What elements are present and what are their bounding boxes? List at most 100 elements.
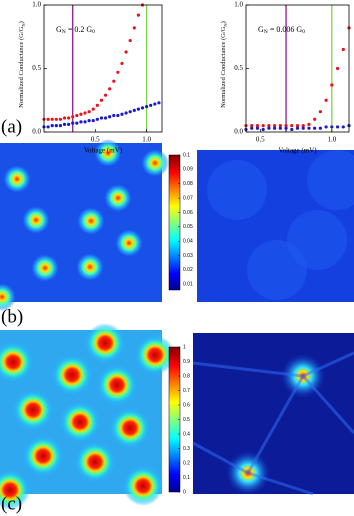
colorbar-tick-label: 0.2 xyxy=(183,460,190,466)
point xyxy=(295,124,300,128)
subscript: N xyxy=(21,23,26,27)
text: ) xyxy=(18,21,25,23)
point xyxy=(284,126,288,130)
spot xyxy=(0,470,30,510)
colorbar-tick-label: 0.6 xyxy=(183,402,190,408)
subscript: N xyxy=(264,29,268,35)
colorbar xyxy=(168,154,181,291)
point xyxy=(75,113,79,118)
colorbar-tick-label: 0 xyxy=(183,489,186,495)
point xyxy=(301,124,305,128)
point xyxy=(116,113,120,118)
point xyxy=(273,126,277,130)
colorbar-tick-label: 0.5 xyxy=(183,417,190,423)
point xyxy=(341,125,345,129)
spot xyxy=(77,207,105,235)
point xyxy=(95,117,99,121)
y-tick-label: 0.5 xyxy=(234,64,243,72)
colorbar-tick-label: 0.02 xyxy=(183,267,193,273)
subscript: N xyxy=(62,29,66,35)
spot xyxy=(22,206,50,234)
point xyxy=(83,120,87,124)
colorbar-tick-label: 0.9 xyxy=(183,359,190,365)
point xyxy=(278,126,282,130)
colorbar-tick-label: 0.09 xyxy=(183,167,193,173)
point xyxy=(112,113,116,118)
point xyxy=(261,124,265,128)
point xyxy=(136,107,140,111)
y-tick-label: 0.5 xyxy=(32,64,41,72)
point xyxy=(58,124,63,128)
subscript: 0 xyxy=(92,29,95,35)
spot xyxy=(75,442,115,482)
ridge xyxy=(192,441,249,475)
x-axis-label: Voltage (mV) xyxy=(84,147,123,155)
point xyxy=(46,117,50,121)
panel-label: (c) xyxy=(1,493,22,514)
y-tick-label: 1.0 xyxy=(32,1,41,9)
point xyxy=(255,124,260,128)
colorbar-tick-label: 0.8 xyxy=(183,373,190,379)
point xyxy=(79,120,83,124)
haze xyxy=(307,150,354,210)
colorbar-tick-label: 0.04 xyxy=(183,238,193,244)
point xyxy=(301,126,305,130)
point xyxy=(62,116,67,120)
point xyxy=(79,112,83,116)
colorbar-tick-label: 0.1 xyxy=(183,475,190,481)
heatmap xyxy=(193,333,354,494)
point xyxy=(54,124,58,128)
y-tick-label: 1.0 xyxy=(234,1,243,9)
ridge xyxy=(247,471,314,496)
text: G xyxy=(56,25,62,34)
point xyxy=(335,66,340,71)
point xyxy=(95,103,99,107)
ridge xyxy=(246,375,305,474)
point xyxy=(87,110,91,114)
spot xyxy=(115,229,143,257)
ridge xyxy=(302,351,354,378)
spot xyxy=(104,184,132,212)
colorbar-tick-label: 0.3 xyxy=(183,446,190,452)
point xyxy=(140,106,145,110)
spot xyxy=(123,466,163,506)
point xyxy=(324,98,328,102)
haze xyxy=(247,240,307,300)
point xyxy=(128,38,132,43)
text: = 0.006 G xyxy=(268,25,303,34)
spot xyxy=(60,402,100,442)
point xyxy=(71,121,75,125)
point xyxy=(128,110,132,114)
subscript: 0 xyxy=(302,29,305,35)
point xyxy=(58,117,63,121)
point xyxy=(157,101,161,105)
point xyxy=(261,127,265,132)
x-tick-label: 1.0 xyxy=(142,136,151,144)
point xyxy=(255,126,260,130)
point xyxy=(103,116,108,120)
point xyxy=(278,124,282,128)
point xyxy=(330,125,334,129)
spot xyxy=(135,335,175,375)
point xyxy=(145,105,149,109)
point xyxy=(120,61,124,66)
spot xyxy=(85,323,125,363)
point xyxy=(132,26,136,30)
point xyxy=(307,122,311,126)
colorbar-tick-label: 0.07 xyxy=(183,195,193,201)
haze xyxy=(207,160,267,220)
point xyxy=(99,116,104,120)
text: ) xyxy=(220,21,227,23)
y-axis-label: Normalized Conductance (G/GN) xyxy=(220,21,228,108)
point xyxy=(313,126,317,130)
point xyxy=(136,13,140,17)
point xyxy=(124,50,128,54)
y-tick-label: 0.0 xyxy=(234,128,243,136)
point xyxy=(250,124,254,128)
point xyxy=(132,108,136,113)
point xyxy=(103,93,108,97)
point xyxy=(307,126,311,130)
spot xyxy=(97,365,137,405)
x-tick-label: 1.0 xyxy=(327,136,336,144)
